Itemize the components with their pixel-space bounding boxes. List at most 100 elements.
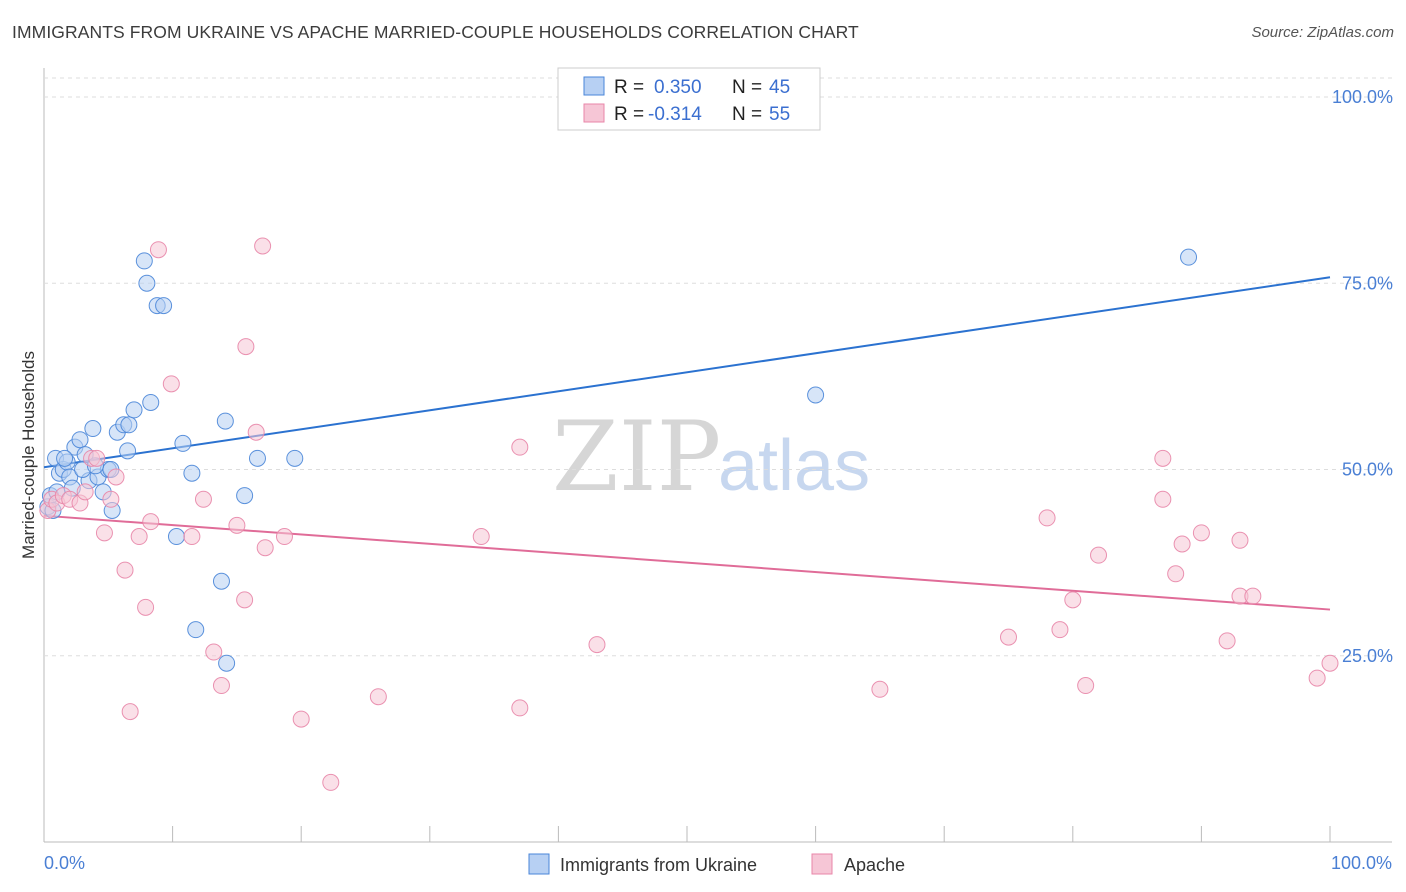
series-legend-label-ukraine: Immigrants from Ukraine [560,855,757,875]
data-point-1-25 [237,338,255,356]
data-point-1-11 [107,468,125,486]
series-legend-label-apache: Apache [844,855,905,875]
legend-r-label-1: R = [614,77,644,98]
data-point-1-9 [95,524,113,542]
y-tick-labels: 25.0% 50.0% 75.0% 100.0% [1332,87,1393,666]
data-point-1-27 [254,237,272,255]
data-point-0-34 [236,487,254,505]
data-point-1-13 [121,703,139,721]
data-point-1-19 [183,528,201,546]
data-point-0-9 [71,431,89,449]
data-point-1-30 [292,710,310,728]
y-tick-label-50: 50.0% [1342,460,1393,480]
data-point-0-44 [56,449,74,467]
data-point-0-36 [286,449,304,467]
data-point-1-14 [130,528,148,546]
data-point-1-34 [511,438,529,456]
data-point-1-49 [1218,632,1236,650]
data-point-0-42 [807,386,825,404]
data-point-1-8 [88,449,106,467]
data-point-1-29 [275,528,293,546]
trend-line-1 [43,514,1331,611]
series-legend: Immigrants from Ukraine Apache [528,853,905,875]
data-point-0-23 [138,274,156,292]
data-point-0-33 [218,654,236,672]
y-tick-label-25: 25.0% [1342,646,1393,666]
data-point-1-53 [1308,669,1326,687]
data-point-1-22 [212,677,230,695]
stats-legend: R = 0.350 N = 45 R = -0.314 N = 55 [557,67,821,131]
legend-swatch-ukraine [583,76,605,96]
data-point-1-37 [871,680,889,698]
data-point-1-43 [1090,546,1108,564]
data-point-0-30 [187,621,205,639]
data-point-1-23 [228,516,246,534]
legend-swatch-apache [583,103,605,123]
legend-r-value-1: 0.350 [654,77,702,98]
watermark-zip: ZIP [552,401,721,513]
data-point-1-38 [1000,628,1017,646]
data-point-1-24 [236,591,254,609]
data-point-1-26 [247,423,265,441]
series-1-points [39,237,1339,791]
data-point-1-48 [1192,524,1210,542]
data-point-1-10 [102,490,120,508]
data-point-0-12 [84,420,102,438]
data-point-0-22 [135,252,153,270]
data-point-0-29 [183,464,201,482]
data-point-0-20 [119,442,137,460]
data-point-1-50 [1231,531,1249,549]
data-point-1-44 [1154,490,1172,508]
y-tick-label-75: 75.0% [1342,273,1393,293]
x-ticks [43,826,1331,842]
watermark-atlas: atlas [718,426,870,506]
data-point-1-28 [256,539,274,557]
data-point-1-54 [1321,654,1339,672]
legend-n-label-2: N = [732,104,762,125]
data-point-1-6 [76,483,94,501]
data-point-0-19 [120,416,138,434]
data-point-0-21 [125,401,143,419]
data-point-1-12 [116,561,134,579]
x-tick-label-min: 0.0% [44,853,85,873]
data-point-1-42 [1077,677,1095,695]
series-legend-swatch-ukraine [528,853,550,875]
data-point-1-45 [1154,449,1172,467]
data-point-0-26 [155,297,173,315]
legend-n-value-1: 45 [769,77,790,98]
data-point-1-16 [142,513,160,531]
data-point-1-32 [369,688,387,706]
data-point-0-24 [142,393,160,411]
data-point-1-36 [588,636,606,654]
data-point-1-17 [149,241,167,259]
data-point-0-28 [174,434,192,452]
data-point-1-20 [194,490,212,508]
data-point-1-15 [137,598,155,616]
legend-n-label-1: N = [732,77,762,98]
data-point-0-32 [216,412,234,430]
data-point-1-35 [511,699,529,717]
data-point-1-41 [1064,591,1082,609]
data-point-1-52 [1244,587,1262,605]
data-point-0-31 [212,572,230,590]
data-point-1-39 [1038,509,1056,527]
y-tick-label-100: 100.0% [1332,87,1393,107]
data-point-0-35 [248,449,266,467]
data-point-0-43 [1180,248,1198,266]
y-axis-label: Married-couple Households [19,351,38,559]
data-point-1-40 [1051,621,1069,639]
data-points [39,237,1339,791]
legend-r-value-2: -0.314 [648,104,702,125]
chart-title: IMMIGRANTS FROM UKRAINE VS APACHE MARRIE… [12,22,859,42]
series-legend-swatch-apache [811,853,833,875]
data-point-0-27 [167,528,185,546]
legend-r-label-2: R = [614,104,644,125]
data-point-1-46 [1167,565,1185,583]
data-point-1-18 [162,375,180,393]
data-point-1-33 [472,528,490,546]
legend-n-value-2: 55 [769,104,790,125]
source-label: Source: ZipAtlas.com [1251,24,1394,41]
data-point-1-47 [1173,535,1191,553]
data-point-1-21 [205,643,223,661]
